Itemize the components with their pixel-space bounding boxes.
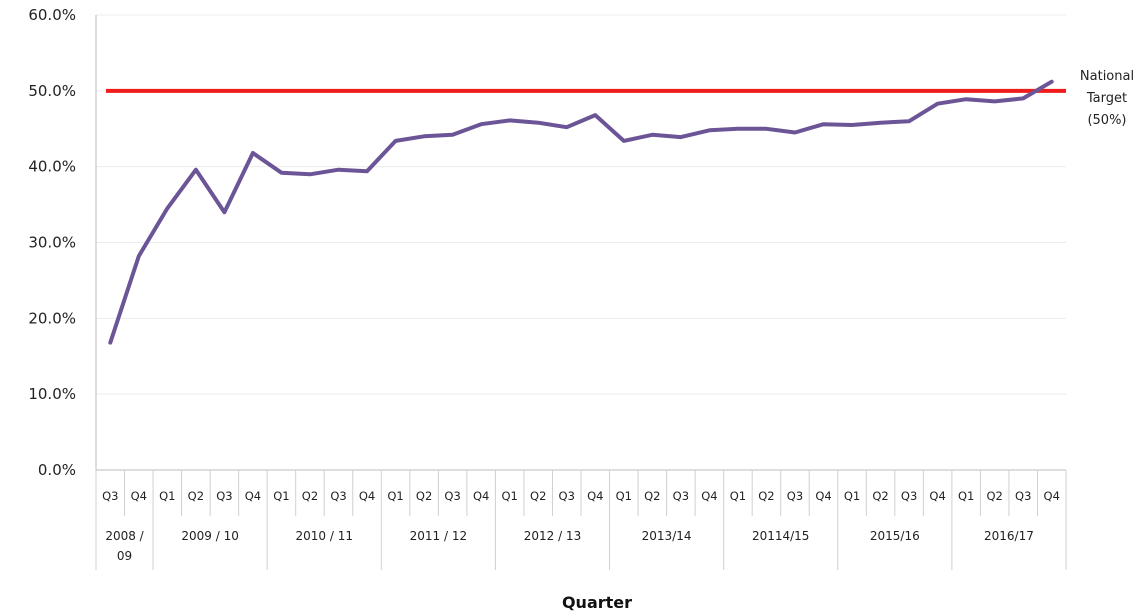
x-axis bbox=[95, 15, 1067, 570]
year-group-labels: 2008 / 09 2009 / 10 2010 / 11 2011 / 12 2012 … bbox=[105, 529, 1034, 563]
quarter-label: Q4 bbox=[131, 489, 147, 503]
quarter-label: Q2 bbox=[530, 489, 546, 503]
quarter-label: Q2 bbox=[416, 489, 432, 503]
quarter-label: Q1 bbox=[501, 489, 517, 503]
quarter-label: Q1 bbox=[844, 489, 860, 503]
x-axis-title: Quarter bbox=[562, 593, 632, 612]
year-label: 2008 / bbox=[105, 529, 144, 543]
year-label: 2016/17 bbox=[984, 529, 1034, 543]
year-label: 2010 / 11 bbox=[295, 529, 352, 543]
quarter-label: Q2 bbox=[758, 489, 774, 503]
quarter-label: Q1 bbox=[958, 489, 974, 503]
quarter-label: Q3 bbox=[673, 489, 689, 503]
quarter-label: Q2 bbox=[302, 489, 318, 503]
y-tick-label: 60.0% bbox=[28, 6, 76, 24]
quarter-label: Q3 bbox=[1015, 489, 1031, 503]
year-label: 20114/15 bbox=[752, 529, 810, 543]
target-label-line: Target bbox=[1086, 91, 1127, 106]
quarter-label: Q1 bbox=[159, 489, 175, 503]
quarter-label: Q3 bbox=[216, 489, 232, 503]
quarter-label: Q4 bbox=[1044, 489, 1060, 503]
y-tick-label: 10.0% bbox=[28, 385, 76, 403]
year-label: 2009 / 10 bbox=[181, 529, 238, 543]
gridlines bbox=[96, 14, 1066, 395]
target-label-line: National bbox=[1080, 69, 1134, 84]
quarter-label: Q1 bbox=[273, 489, 289, 503]
y-tick-label: 20.0% bbox=[28, 309, 76, 327]
y-tick-label: 50.0% bbox=[28, 82, 76, 100]
quarter-label: Q3 bbox=[444, 489, 460, 503]
year-label: 2011 / 12 bbox=[410, 529, 467, 543]
y-tick-label: 40.0% bbox=[28, 158, 76, 176]
quarter-label: Q4 bbox=[815, 489, 831, 503]
quarter-labels: Q3 Q4 Q1 Q2 Q3 Q4 Q1 Q2 Q3 Q4 Q1 Q2 Q3 Q4 Q1 Q2 Q3 Q4 Q1 Q2… bbox=[102, 489, 1060, 503]
year-label: 2012 / 13 bbox=[524, 529, 581, 543]
year-label: 2013/14 bbox=[642, 529, 692, 543]
y-tick-label: 0.0% bbox=[38, 461, 76, 479]
quarter-label: Q4 bbox=[929, 489, 945, 503]
quarter-label: Q4 bbox=[701, 489, 717, 503]
target-label-line: (50%) bbox=[1087, 113, 1126, 128]
quarter-label: Q1 bbox=[387, 489, 403, 503]
quarter-label: Q1 bbox=[616, 489, 632, 503]
quarter-label: Q2 bbox=[872, 489, 888, 503]
year-label-continued: 09 bbox=[117, 549, 132, 563]
quarter-label: Q1 bbox=[730, 489, 746, 503]
quarter-label: Q4 bbox=[587, 489, 603, 503]
y-axis-tick-labels: 0.0% 10.0% 20.0% 30.0% 40.0% 50.0% 60.0% bbox=[28, 6, 76, 479]
quarter-label: Q2 bbox=[188, 489, 204, 503]
year-label: 2015/16 bbox=[870, 529, 920, 543]
series-line bbox=[108, 79, 1054, 345]
quarter-label: Q4 bbox=[473, 489, 489, 503]
quarter-label: Q3 bbox=[102, 489, 118, 503]
quarter-label: Q3 bbox=[330, 489, 346, 503]
quarter-label: Q4 bbox=[359, 489, 375, 503]
quarter-label: Q2 bbox=[986, 489, 1002, 503]
quarter-label: Q4 bbox=[245, 489, 261, 503]
quarter-label: Q3 bbox=[787, 489, 803, 503]
quarter-label: Q2 bbox=[644, 489, 660, 503]
y-tick-label: 30.0% bbox=[28, 234, 76, 252]
quarter-label: Q3 bbox=[559, 489, 575, 503]
quarter-label: Q3 bbox=[901, 489, 917, 503]
national-target-annotation: National Target (50%) bbox=[1080, 69, 1134, 128]
